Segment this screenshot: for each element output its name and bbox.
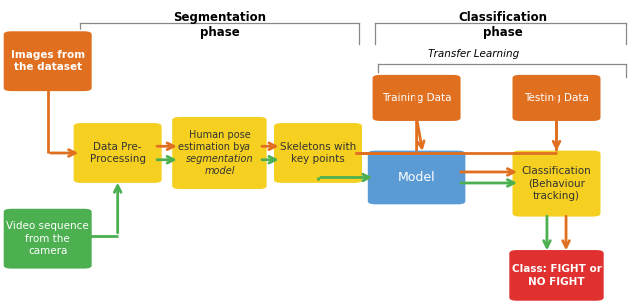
FancyBboxPatch shape [509, 249, 605, 302]
Text: Testing Data: Testing Data [524, 93, 589, 103]
Text: Skeletons with
key points: Skeletons with key points [280, 142, 356, 164]
FancyBboxPatch shape [73, 122, 163, 184]
Text: segmentation: segmentation [186, 154, 253, 164]
Text: Data Pre-
Processing: Data Pre- Processing [90, 142, 146, 164]
FancyBboxPatch shape [3, 208, 93, 269]
FancyBboxPatch shape [511, 74, 602, 122]
Text: model: model [204, 166, 235, 176]
Text: estimation by: estimation by [178, 142, 245, 152]
Text: Segmentation
phase: Segmentation phase [173, 11, 266, 39]
FancyBboxPatch shape [367, 150, 466, 205]
Text: Classification
(Behaviour
tracking): Classification (Behaviour tracking) [522, 166, 591, 201]
FancyBboxPatch shape [273, 122, 363, 184]
Text: Class: FIGHT or
NO FIGHT: Class: FIGHT or NO FIGHT [511, 264, 602, 287]
FancyBboxPatch shape [511, 150, 602, 217]
Text: Images from
the dataset: Images from the dataset [11, 50, 85, 73]
FancyBboxPatch shape [371, 74, 462, 122]
Text: Training Data: Training Data [382, 93, 452, 103]
Text: Model: Model [398, 171, 436, 184]
Text: Human pose: Human pose [188, 130, 251, 140]
FancyBboxPatch shape [3, 31, 93, 92]
Text: Video sequence
from the
camera: Video sequence from the camera [6, 221, 89, 256]
Text: Transfer Learning: Transfer Learning [428, 49, 520, 58]
FancyBboxPatch shape [172, 116, 267, 190]
Text: Classification
phase: Classification phase [458, 11, 547, 39]
Text: a: a [244, 142, 250, 152]
